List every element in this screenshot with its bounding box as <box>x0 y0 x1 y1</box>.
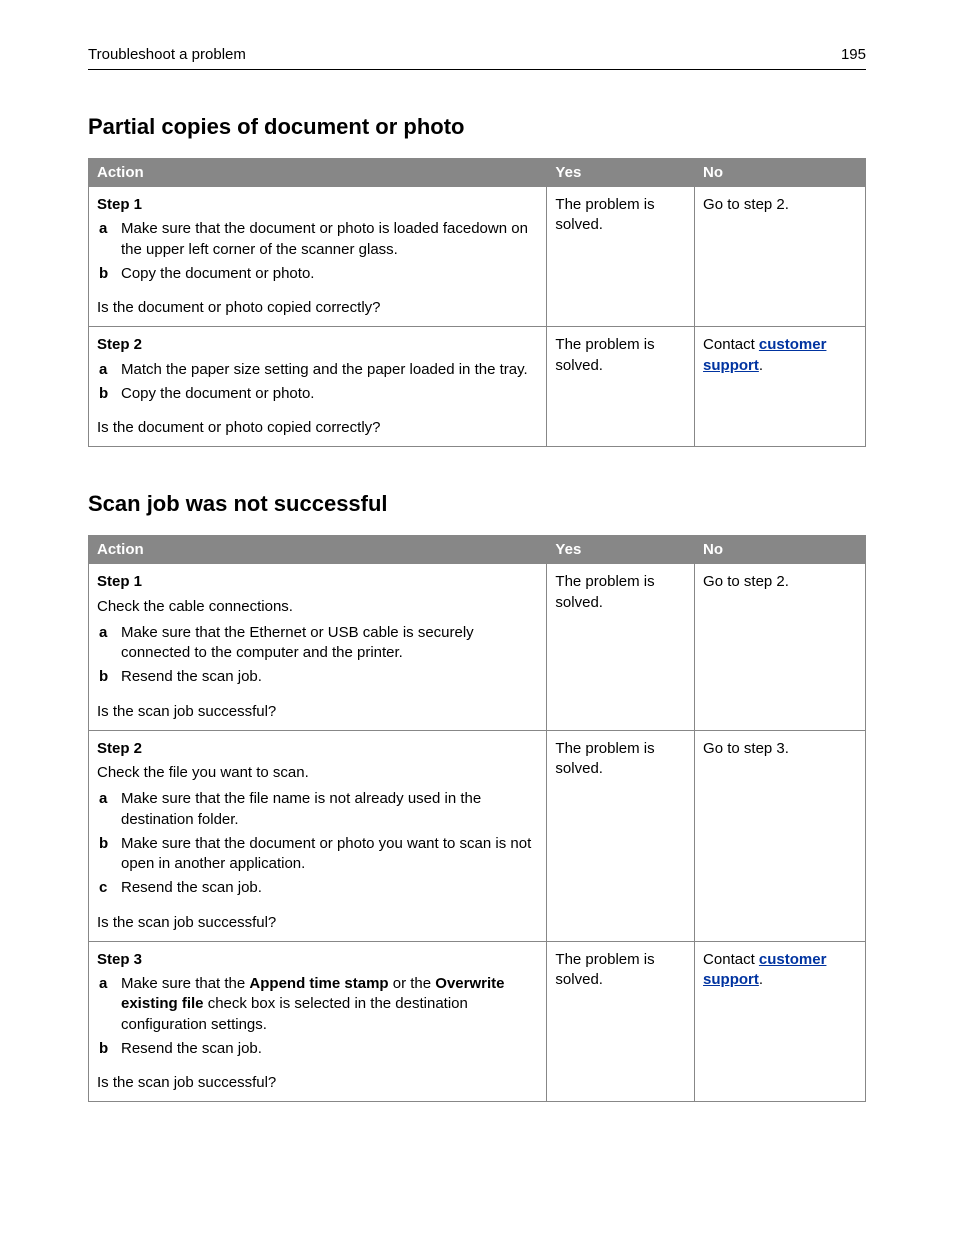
page-header: Troubleshoot a problem 195 <box>88 46 866 70</box>
column-header-yes: Yes <box>547 159 695 187</box>
header-page-number: 195 <box>841 46 866 63</box>
step-intro: Check the file you want to scan. <box>97 763 538 783</box>
step-question: Is the scan job successful? <box>97 913 538 933</box>
customer-support-link[interactable]: customer support <box>703 336 826 373</box>
page: Troubleshoot a problem 195 Partial copie… <box>0 0 954 1162</box>
list-marker: a <box>99 974 107 994</box>
list-marker: b <box>99 384 108 404</box>
column-header-no: No <box>695 536 866 564</box>
step-question: Is the document or photo copied correctl… <box>97 298 538 318</box>
column-header-action: Action <box>89 536 547 564</box>
step-label: Step 1 <box>97 195 538 215</box>
list-item-text: Make sure that the Ethernet or USB cable… <box>121 624 474 661</box>
list-item: a Match the paper size setting and the pa… <box>97 360 538 380</box>
yes-cell: The problem is solved. <box>547 564 695 731</box>
list-item-text: Make sure that the file name is not alre… <box>121 790 481 827</box>
step-label: Step 2 <box>97 335 538 355</box>
section-heading: Scan job was not successful <box>88 491 866 517</box>
table-row: Step 3 a Make sure that the Append time st… <box>89 941 866 1102</box>
list-item-text: Make sure that the document or photo you… <box>121 835 531 872</box>
list-item-text: Resend the scan job. <box>121 1040 262 1057</box>
yes-cell: The problem is solved. <box>547 730 695 941</box>
step-question: Is the scan job successful? <box>97 1073 538 1093</box>
list-item: b Copy the document or photo. <box>97 264 538 284</box>
yes-cell: The problem is solved. <box>547 327 695 447</box>
list-marker: a <box>99 360 107 380</box>
troubleshoot-table: ActionYesNo Step 1 a Make sure that the doc… <box>88 158 866 447</box>
column-header-action: Action <box>89 159 547 187</box>
step-label: Step 1 <box>97 572 538 592</box>
list-item: a Make sure that the Ethernet or USB cabl… <box>97 623 538 664</box>
table-row: Step 1 a Make sure that the document or ph… <box>89 187 866 327</box>
column-header-no: No <box>695 159 866 187</box>
table-row: Step 1 Check the cable connections. a Make … <box>89 564 866 731</box>
customer-support-link[interactable]: customer support <box>703 951 826 988</box>
action-cell: Step 3 a Make sure that the Append time st… <box>89 941 547 1102</box>
list-marker: b <box>99 834 108 854</box>
yes-cell: The problem is solved. <box>547 187 695 327</box>
list-item: a Make sure that the file name is not alr… <box>97 789 538 830</box>
no-cell: Contact customer support. <box>695 327 866 447</box>
list-item: b Resend the scan job. <box>97 1039 538 1059</box>
step-question: Is the document or photo copied correctl… <box>97 418 538 438</box>
content: Partial copies of document or photo Actio… <box>88 114 866 1102</box>
step-label: Step 2 <box>97 739 538 759</box>
list-item: b Copy the document or photo. <box>97 384 538 404</box>
list-item-text: Resend the scan job. <box>121 879 262 896</box>
action-cell: Step 2 a Match the paper size setting and … <box>89 327 547 447</box>
step-intro: Check the cable connections. <box>97 597 538 617</box>
list-item: b Make sure that the document or photo yo… <box>97 834 538 875</box>
list-item-text: Make sure that the Append time stamp or … <box>121 975 505 1033</box>
list-item: a Make sure that the document or photo is… <box>97 219 538 260</box>
section-heading: Partial copies of document or photo <box>88 114 866 140</box>
list-item-text: Resend the scan job. <box>121 668 262 685</box>
list-marker: b <box>99 264 108 284</box>
yes-cell: The problem is solved. <box>547 941 695 1102</box>
list-item-text: Make sure that the document or photo is … <box>121 220 528 257</box>
action-cell: Step 1 Check the cable connections. a Make … <box>89 564 547 731</box>
no-cell: Contact customer support. <box>695 941 866 1102</box>
list-marker: b <box>99 1039 108 1059</box>
table-row: Step 2Check the file you want to scan.aM… <box>89 730 866 941</box>
step-question: Is the scan job successful? <box>97 702 538 722</box>
step-list: a Make sure that the file name is not alr… <box>97 789 538 898</box>
step-list: a Make sure that the document or photo is… <box>97 219 538 284</box>
column-header-yes: Yes <box>547 536 695 564</box>
list-item-text: Copy the document or photo. <box>121 385 314 402</box>
no-cell: Go to step 3. <box>695 730 866 941</box>
header-title: Troubleshoot a problem <box>88 46 246 63</box>
troubleshoot-table: ActionYesNo Step 1 Check the cable connect… <box>88 535 866 1102</box>
list-marker: a <box>99 789 107 809</box>
list-item-text: Copy the document or photo. <box>121 265 314 282</box>
no-cell: Go to step 2. <box>695 187 866 327</box>
step-label: Step 3 <box>97 950 538 970</box>
step-list: a Match the paper size setting and the pa… <box>97 360 538 405</box>
table-row: Step 2 a Match the paper size setting and … <box>89 327 866 447</box>
action-cell: Step 2Check the file you want to scan.aM… <box>89 730 547 941</box>
list-marker: c <box>99 878 107 898</box>
step-list: a Make sure that the Append time stamp or… <box>97 974 538 1059</box>
list-marker: b <box>99 667 108 687</box>
list-item: a Make sure that the Append time stamp or… <box>97 974 538 1035</box>
no-cell: Go to step 2. <box>695 564 866 731</box>
list-item-text: Match the paper size setting and the pap… <box>121 361 528 378</box>
step-list: a Make sure that the Ethernet or USB cabl… <box>97 623 538 688</box>
list-marker: a <box>99 219 107 239</box>
list-marker: a <box>99 623 107 643</box>
list-item: c Resend the scan job. <box>97 878 538 898</box>
list-item: b Resend the scan job. <box>97 667 538 687</box>
action-cell: Step 1 a Make sure that the document or ph… <box>89 187 547 327</box>
